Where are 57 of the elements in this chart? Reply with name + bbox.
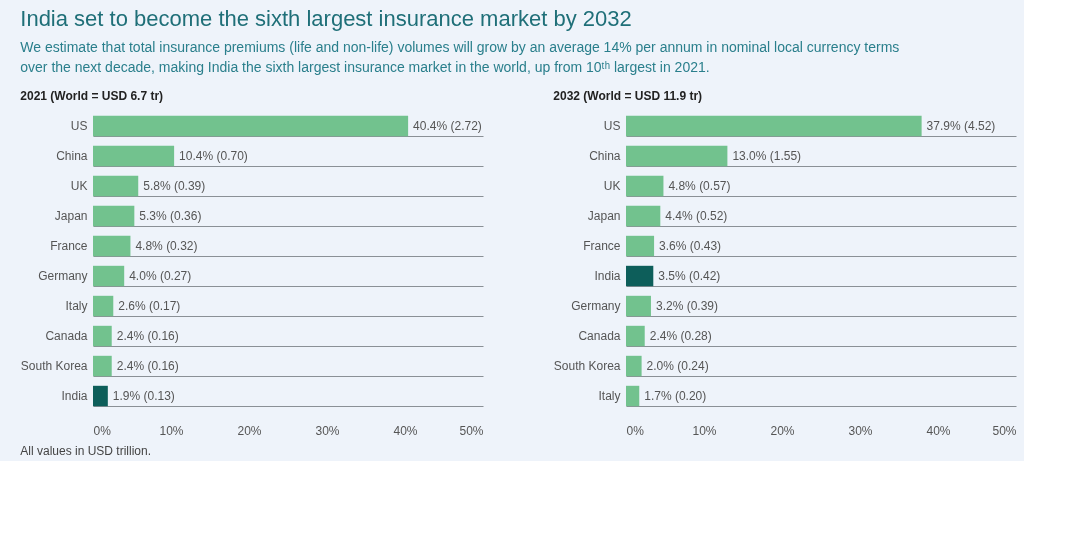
x-tick-label: 50% [992,423,1017,438]
data-label: 1.9% (0.13) [112,389,175,403]
text: We estimate that total insurance premiums (life and non-life) volumes will grow by an average 14% per annum in nominal local currency terms over the next decade, making India the sixth largest insurance market in the world, up from 10ᵗʰ largest in 2021. [20,39,900,75]
data-label: 1.7% (0.20) [644,389,707,403]
data-label: 2.0% (0.24) [646,359,709,373]
text: India set to become the sixth largest insurance market by 2032 [20,6,632,31]
x-tick-label: 40% [393,423,418,438]
y-tick-label: Italy [598,389,621,403]
data-label: 4.4% (0.52) [665,209,728,223]
data-label: 2.4% (0.16) [116,359,179,373]
y-tick-label: Canada [45,329,88,343]
y-tick-label: France [583,239,621,253]
y-tick-label: Japan [54,209,88,223]
y-tick-label: India [594,269,621,283]
data-label: 4.0% (0.27) [129,269,192,283]
y-tick-label: France [50,239,88,253]
y-tick-label: UK [603,179,621,193]
text: All values in USD trillion. [20,444,151,458]
data-label: 2.6% (0.17) [118,299,181,313]
y-tick-label: China [589,149,621,163]
y-tick-label: US [603,119,621,133]
x-tick-label: 40% [926,423,951,438]
data-label: 3.2% (0.39) [655,299,719,313]
x-tick-label: 0% [93,423,112,438]
data-label: 3.5% (0.42) [658,269,721,283]
data-label: 5.3% (0.36) [139,209,202,223]
x-tick-label: 10% [692,423,717,438]
data-label: 10.4% (0.70) [179,149,248,163]
y-tick-label: Germany [38,269,88,283]
y-tick-label: Germany [571,299,621,313]
data-label: 4.8% (0.57) [668,179,731,193]
data-label: 2.4% (0.28) [649,329,712,343]
x-tick-label: 50% [459,423,484,438]
data-label: 4.8% (0.32) [135,239,198,253]
x-tick-label: 20% [237,423,262,438]
data-label: 37.9% (4.52) [926,119,996,133]
data-label: 5.8% (0.39) [143,179,206,193]
data-label: 40.4% (2.72) [413,119,482,133]
x-tick-label: 30% [848,423,873,438]
x-tick-label: 10% [159,423,184,438]
data-label: 3.6% (0.43) [659,239,722,253]
x-tick-label: 20% [770,423,795,438]
y-tick-label: India [61,389,88,403]
y-tick-label: China [56,149,88,163]
data-label: 2.4% (0.16) [116,329,179,343]
chart-title: 2032 (World = USD 11.9 tr) [553,89,703,103]
y-tick-label: Japan [587,209,621,223]
y-tick-label: South Korea [553,359,621,373]
y-tick-label: UK [70,179,88,193]
chart-title: 2021 (World = USD 6.7 tr) [20,89,164,103]
y-tick-label: Canada [578,329,621,343]
x-tick-label: 0% [626,423,645,438]
y-tick-label: Italy [65,299,88,313]
y-tick-label: US [70,119,88,133]
x-tick-label: 30% [315,423,340,438]
y-tick-label: South Korea [20,359,88,373]
data-label: 13.0% (1.55) [732,149,802,163]
